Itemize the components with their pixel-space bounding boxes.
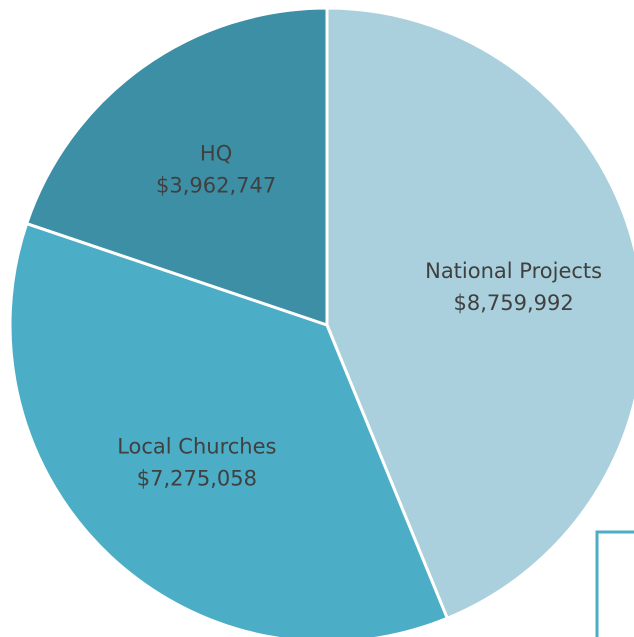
slice-value-label: $8,759,992 <box>453 291 573 315</box>
slice-value-label: $7,275,058 <box>137 467 257 491</box>
frame-decoration <box>595 530 634 637</box>
pie-slice <box>24 6 329 328</box>
slice-label: National Projects <box>425 259 602 283</box>
slice-label: Local Churches <box>117 435 276 459</box>
slice-value-label: $3,962,747 <box>156 173 276 197</box>
pie-slice <box>325 6 634 621</box>
pie-slice <box>8 221 450 637</box>
slice-label: HQ <box>200 141 232 165</box>
